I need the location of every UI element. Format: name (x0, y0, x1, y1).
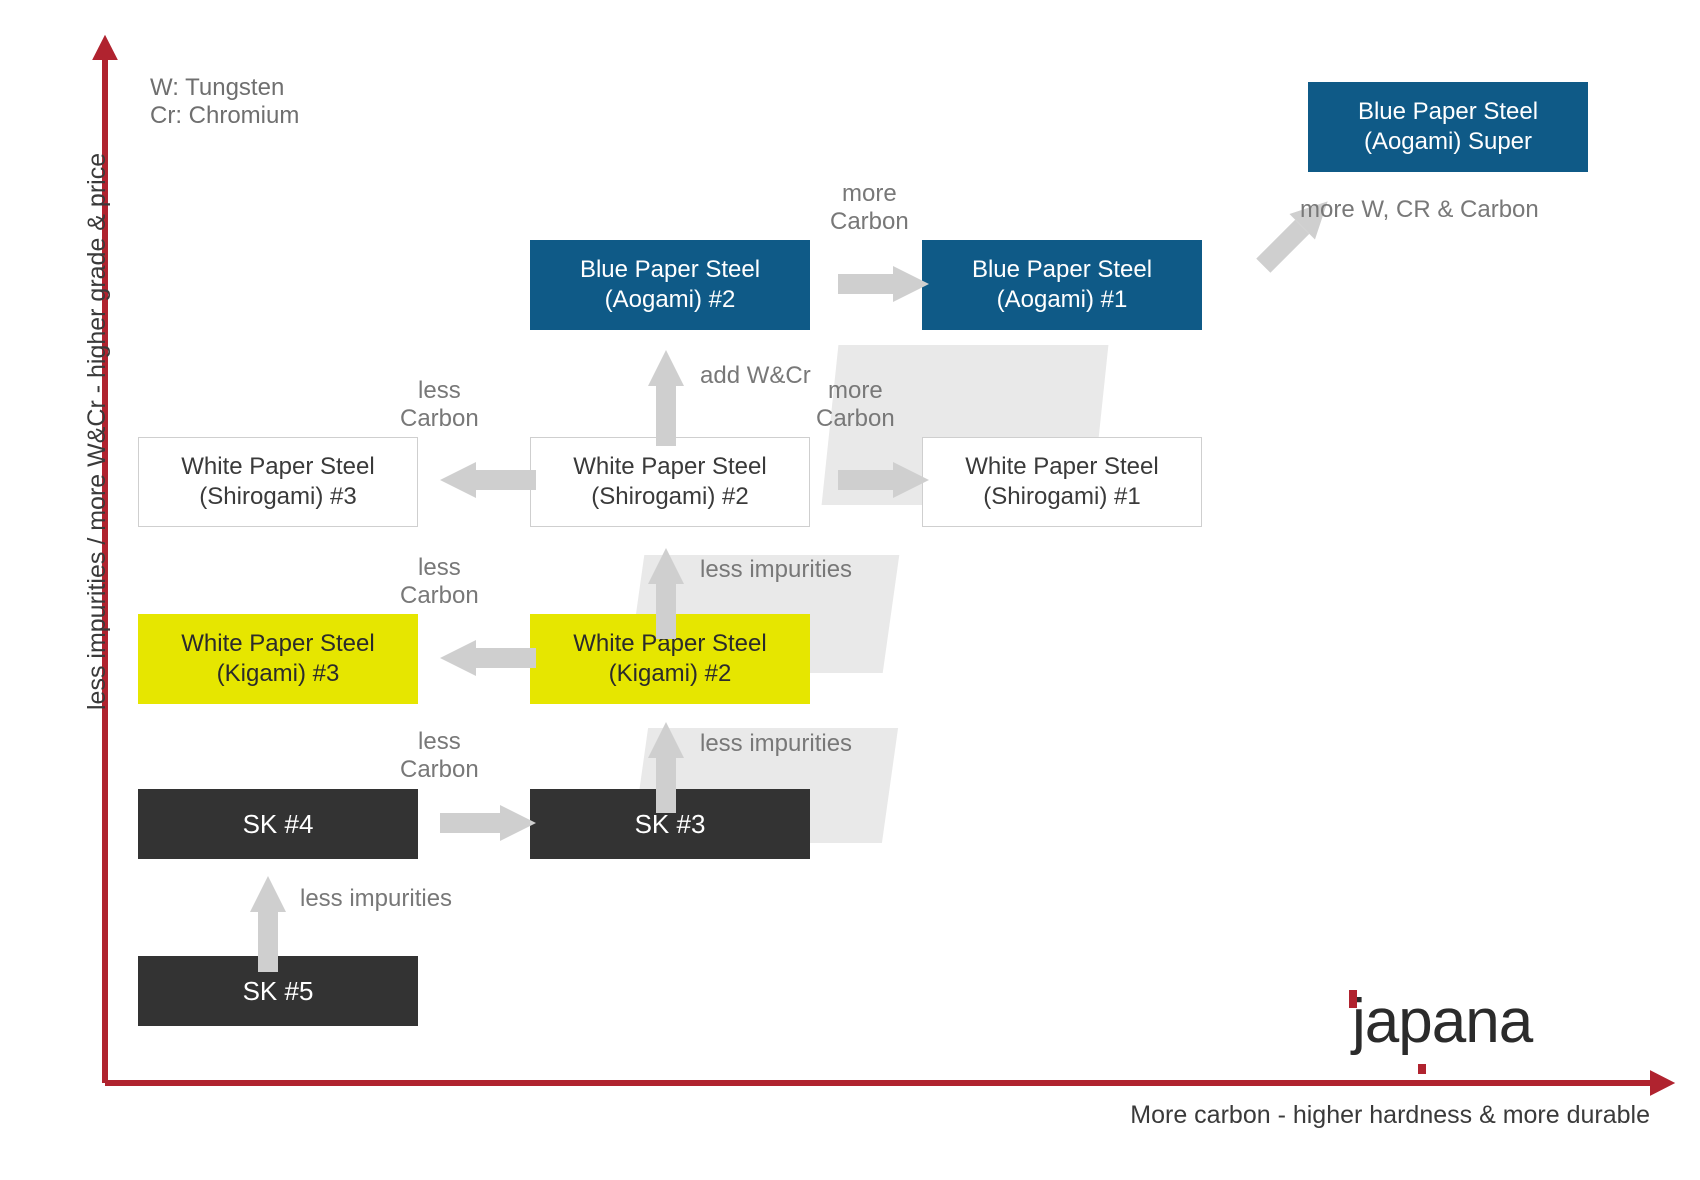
arrow-kigami2_up (648, 548, 684, 639)
node-sublabel: (Aogami) #2 (605, 285, 736, 315)
arrow-sk5_up (250, 876, 286, 972)
node-shiro1: White Paper Steel(Shirogami) #1 (922, 437, 1202, 527)
node-sublabel: (Shirogami) #2 (591, 482, 748, 512)
annotation-a_addwcr: add W&Cr (700, 362, 811, 390)
node-ao1: Blue Paper Steel(Aogami) #1 (922, 240, 1202, 330)
annotation-a_shiro3: lessCarbon (400, 377, 479, 432)
node-label: White Paper Steel (181, 452, 374, 482)
x-axis-label: More carbon - higher hardness & more dur… (1130, 1101, 1650, 1130)
node-sublabel: (Shirogami) #1 (983, 482, 1140, 512)
node-ao2: Blue Paper Steel(Aogami) #2 (530, 240, 810, 330)
node-label: White Paper Steel (965, 452, 1158, 482)
y-axis-label: less impurities / more W&Cr - higher gra… (83, 153, 112, 710)
annotation-a_shiro1: moreCarbon (816, 377, 895, 432)
arrow-sk4_right (440, 805, 536, 841)
annotation-a_sk3: less impurities (700, 730, 852, 758)
node-label: White Paper Steel (573, 452, 766, 482)
arrow-shiro_right (838, 462, 929, 498)
logo: japana (1352, 986, 1532, 1057)
node-sublabel: (Aogami) Super (1364, 127, 1532, 157)
logo-accent-icon (1418, 1064, 1426, 1074)
arrow-kigami_left (440, 640, 536, 676)
node-label: Blue Paper Steel (580, 255, 760, 285)
node-label: Blue Paper Steel (1358, 97, 1538, 127)
node-kigami3: White Paper Steel(Kigami) #3 (138, 614, 418, 704)
node-shiro2: White Paper Steel(Shirogami) #2 (530, 437, 810, 527)
node-sublabel: (Kigami) #2 (609, 659, 732, 689)
node-shiro3: White Paper Steel(Shirogami) #3 (138, 437, 418, 527)
node-sublabel: (Aogami) #1 (997, 285, 1128, 315)
annotation-a_super: more W, CR & Carbon (1300, 196, 1539, 224)
legend: W: TungstenCr: Chromium (150, 74, 299, 130)
arrow-ao_right (838, 266, 929, 302)
node-label: Blue Paper Steel (972, 255, 1152, 285)
arrow-shiro2_up (648, 350, 684, 446)
annotation-a_sk5: less impurities (300, 885, 452, 913)
annotation-a_kigami3: lessCarbon (400, 554, 479, 609)
node-sublabel: (Kigami) #3 (217, 659, 340, 689)
node-label: SK #4 (243, 808, 314, 841)
annotation-a_ao1: moreCarbon (830, 180, 909, 235)
arrow-sk3_up (648, 722, 684, 813)
annotation-a_sk4: lessCarbon (400, 728, 479, 783)
node-label: White Paper Steel (181, 629, 374, 659)
logo-accent-icon (1349, 990, 1357, 1008)
node-label: SK #5 (243, 975, 314, 1008)
node-sublabel: (Shirogami) #3 (199, 482, 356, 512)
node-sk4: SK #4 (138, 789, 418, 859)
annotation-a_kigami2: less impurities (700, 556, 852, 584)
arrow-shiro_left (440, 462, 536, 498)
node-ao_super: Blue Paper Steel(Aogami) Super (1308, 82, 1588, 172)
